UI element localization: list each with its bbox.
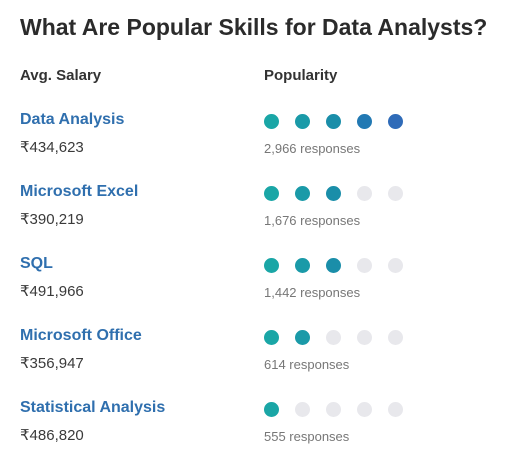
avg-salary-header: Avg. Salary — [20, 67, 102, 84]
popularity-dot-filled — [295, 114, 310, 129]
popularity-rating — [264, 402, 403, 417]
skill-link-data-analysis[interactable]: Data Analysis — [20, 111, 125, 128]
skill-salary: ₹491,966 — [20, 283, 84, 300]
popularity-dot-filled — [388, 114, 403, 129]
popularity-dot-empty — [388, 258, 403, 273]
popularity-dot-filled — [326, 186, 341, 201]
skill-salary: ₹434,623 — [20, 139, 84, 156]
skill-row: Statistical Analysis ₹486,820 555 respon… — [0, 399, 510, 471]
skill-salary: ₹390,219 — [20, 211, 84, 228]
popularity-dot-empty — [357, 258, 372, 273]
popularity-dot-filled — [295, 258, 310, 273]
popularity-rating — [264, 114, 403, 129]
response-count: 555 responses — [264, 429, 350, 444]
skill-link-statistical-analysis[interactable]: Statistical Analysis — [20, 399, 166, 416]
response-count: 2,966 responses — [264, 141, 361, 156]
popularity-dot-filled — [326, 114, 341, 129]
popularity-dot-empty — [388, 402, 403, 417]
popularity-dot-filled — [357, 114, 372, 129]
popularity-dot-filled — [295, 330, 310, 345]
popularity-dot-empty — [357, 186, 372, 201]
skill-salary: ₹486,820 — [20, 427, 84, 444]
popularity-rating — [264, 330, 403, 345]
response-count: 1,442 responses — [264, 285, 361, 300]
popularity-dot-filled — [264, 114, 279, 129]
skill-row: Data Analysis ₹434,623 2,966 responses — [0, 111, 510, 183]
popularity-dot-empty — [357, 402, 372, 417]
response-count: 614 responses — [264, 357, 350, 372]
popularity-dot-empty — [295, 402, 310, 417]
skill-row: SQL ₹491,966 1,442 responses — [0, 255, 510, 327]
popularity-dot-filled — [295, 186, 310, 201]
skill-row: Microsoft Excel ₹390,219 1,676 responses — [0, 183, 510, 255]
popularity-dot-empty — [326, 330, 341, 345]
popularity-dot-empty — [357, 330, 372, 345]
response-count: 1,676 responses — [264, 213, 361, 228]
popularity-rating — [264, 186, 403, 201]
skill-link-microsoft-excel[interactable]: Microsoft Excel — [20, 183, 139, 200]
popularity-dot-filled — [264, 258, 279, 273]
popularity-dot-filled — [264, 402, 279, 417]
popularity-dot-empty — [326, 402, 341, 417]
skill-row: Microsoft Office ₹356,947 614 responses — [0, 327, 510, 399]
popularity-dot-filled — [264, 186, 279, 201]
popularity-dot-filled — [326, 258, 341, 273]
popularity-dot-filled — [264, 330, 279, 345]
skill-salary: ₹356,947 — [20, 355, 84, 372]
skill-link-sql[interactable]: SQL — [20, 255, 53, 272]
skills-list: Data Analysis ₹434,623 2,966 responses M… — [0, 111, 510, 471]
page-title: What Are Popular Skills for Data Analyst… — [20, 14, 488, 40]
popularity-rating — [264, 258, 403, 273]
skill-link-microsoft-office[interactable]: Microsoft Office — [20, 327, 142, 344]
popularity-header: Popularity — [264, 67, 338, 84]
popularity-dot-empty — [388, 186, 403, 201]
popularity-dot-empty — [388, 330, 403, 345]
